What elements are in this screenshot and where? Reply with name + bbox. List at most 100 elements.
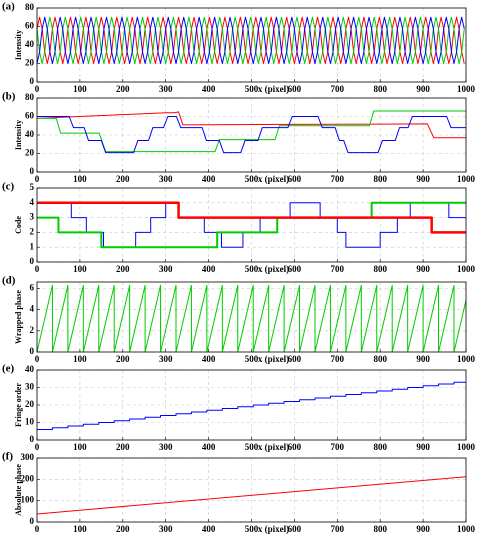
x-tick-label: 600 [288,442,302,452]
y-axis-label: Fringe order [14,383,23,427]
x-tick-label: 300 [159,84,173,94]
x-tick-label: 1000 [457,442,476,452]
data-line [37,201,466,249]
x-tick-label: 900 [416,524,430,534]
x-tick-label: 900 [416,84,430,94]
x-tick-label: 600 [288,524,302,534]
y-axis-label: Absolute phase [14,464,23,516]
y-tick-label: 20 [25,399,35,409]
x-tick-label: 200 [116,84,130,94]
x-tick-label: 0 [35,354,40,364]
x-tick-label: 300 [159,442,173,452]
y-axis-label: Intensity [14,30,23,60]
panel-label: (e) [2,363,15,375]
axes-frame [36,97,467,173]
data-line [36,16,465,64]
data-line [36,476,467,515]
y-tick-label: 40 [25,364,35,374]
x-tick-label: 900 [416,442,430,452]
data-line [36,16,465,64]
x-tick-label: 0 [35,442,40,452]
y-tick-label: 40 [25,129,35,139]
x-tick-label: 700 [331,174,345,184]
x-tick-label: 1000 [457,354,476,364]
panel-label: (a) [2,1,15,13]
x-tick-label: 400 [202,442,216,452]
y-tick-label: 30 [25,382,35,392]
y-axis-label: Wrapped phase [14,290,23,344]
x-tick-label: 0 [35,174,40,184]
x-tick-label: 800 [373,264,387,274]
x-tick-label: 100 [73,84,87,94]
x-tick-label: 200 [116,442,130,452]
x-tick-label: 500 [245,524,259,534]
data-line [36,111,466,139]
x-axis-label: x (pixel) [258,442,289,452]
x-tick-label: 600 [288,174,302,184]
x-tick-label: 600 [288,84,302,94]
x-tick-label: 700 [331,354,345,364]
x-tick-label: 100 [73,174,87,184]
x-tick-label: 100 [73,354,87,364]
y-tick-label: 0 [30,434,35,444]
x-tick-label: 600 [288,354,302,364]
x-tick-label: 300 [159,174,173,184]
x-tick-label: 100 [73,442,87,452]
y-tick-label: 1 [30,241,35,251]
y-tick-label: 60 [25,21,35,31]
x-tick-label: 1000 [457,264,476,274]
x-tick-label: 800 [373,524,387,534]
x-tick-label: 400 [202,84,216,94]
x-tick-label: 0 [35,264,40,274]
x-tick-label: 900 [416,174,430,184]
data-line [36,284,467,353]
y-tick-label: 4 [30,197,35,207]
x-axis-label: x (pixel) [258,354,289,364]
y-tick-label: 0 [30,256,35,266]
x-tick-label: 500 [245,442,259,452]
x-tick-label: 700 [331,264,345,274]
y-tick-label: 0 [30,346,35,356]
axes-frame [36,369,467,441]
x-tick-label: 1000 [457,524,476,534]
y-tick-label: 2 [30,226,35,236]
y-tick-label: 60 [25,111,35,121]
x-tick-label: 900 [416,264,430,274]
data-line [37,110,466,153]
x-tick-label: 200 [116,264,130,274]
x-axis-label: x (pixel) [258,524,289,534]
axes-frame [36,457,467,523]
panel-label: (f) [2,451,13,463]
y-tick-label: 100 [21,495,35,505]
x-tick-label: 0 [35,524,40,534]
x-tick-label: 900 [416,354,430,364]
axes-frame [36,187,467,263]
y-axis-label: Code [14,216,23,234]
x-tick-label: 100 [73,524,87,534]
x-tick-label: 800 [373,442,387,452]
y-axis-label: Intensity [14,120,23,150]
axes-frame [36,7,467,83]
x-tick-label: 500 [245,264,259,274]
x-axis-label: x (pixel) [258,264,289,274]
y-tick-label: 5 [30,182,35,192]
y-tick-label: 200 [21,473,35,483]
y-tick-label: 0 [30,76,35,86]
y-tick-label: 80 [25,2,35,12]
x-tick-label: 1000 [457,174,476,184]
x-tick-label: 800 [373,174,387,184]
y-tick-label: 0 [30,166,35,176]
x-tick-label: 400 [202,264,216,274]
x-tick-label: 0 [35,84,40,94]
x-tick-label: 300 [159,264,173,274]
axes-frame [36,281,467,353]
y-tick-label: 40 [25,39,35,49]
x-tick-label: 800 [373,354,387,364]
x-tick-label: 200 [116,174,130,184]
y-tick-label: 10 [25,417,35,427]
y-tick-label: 20 [25,148,35,158]
data-line [37,201,466,234]
panel-label: (c) [2,181,15,193]
x-tick-label: 400 [202,174,216,184]
x-tick-label: 300 [159,354,173,364]
